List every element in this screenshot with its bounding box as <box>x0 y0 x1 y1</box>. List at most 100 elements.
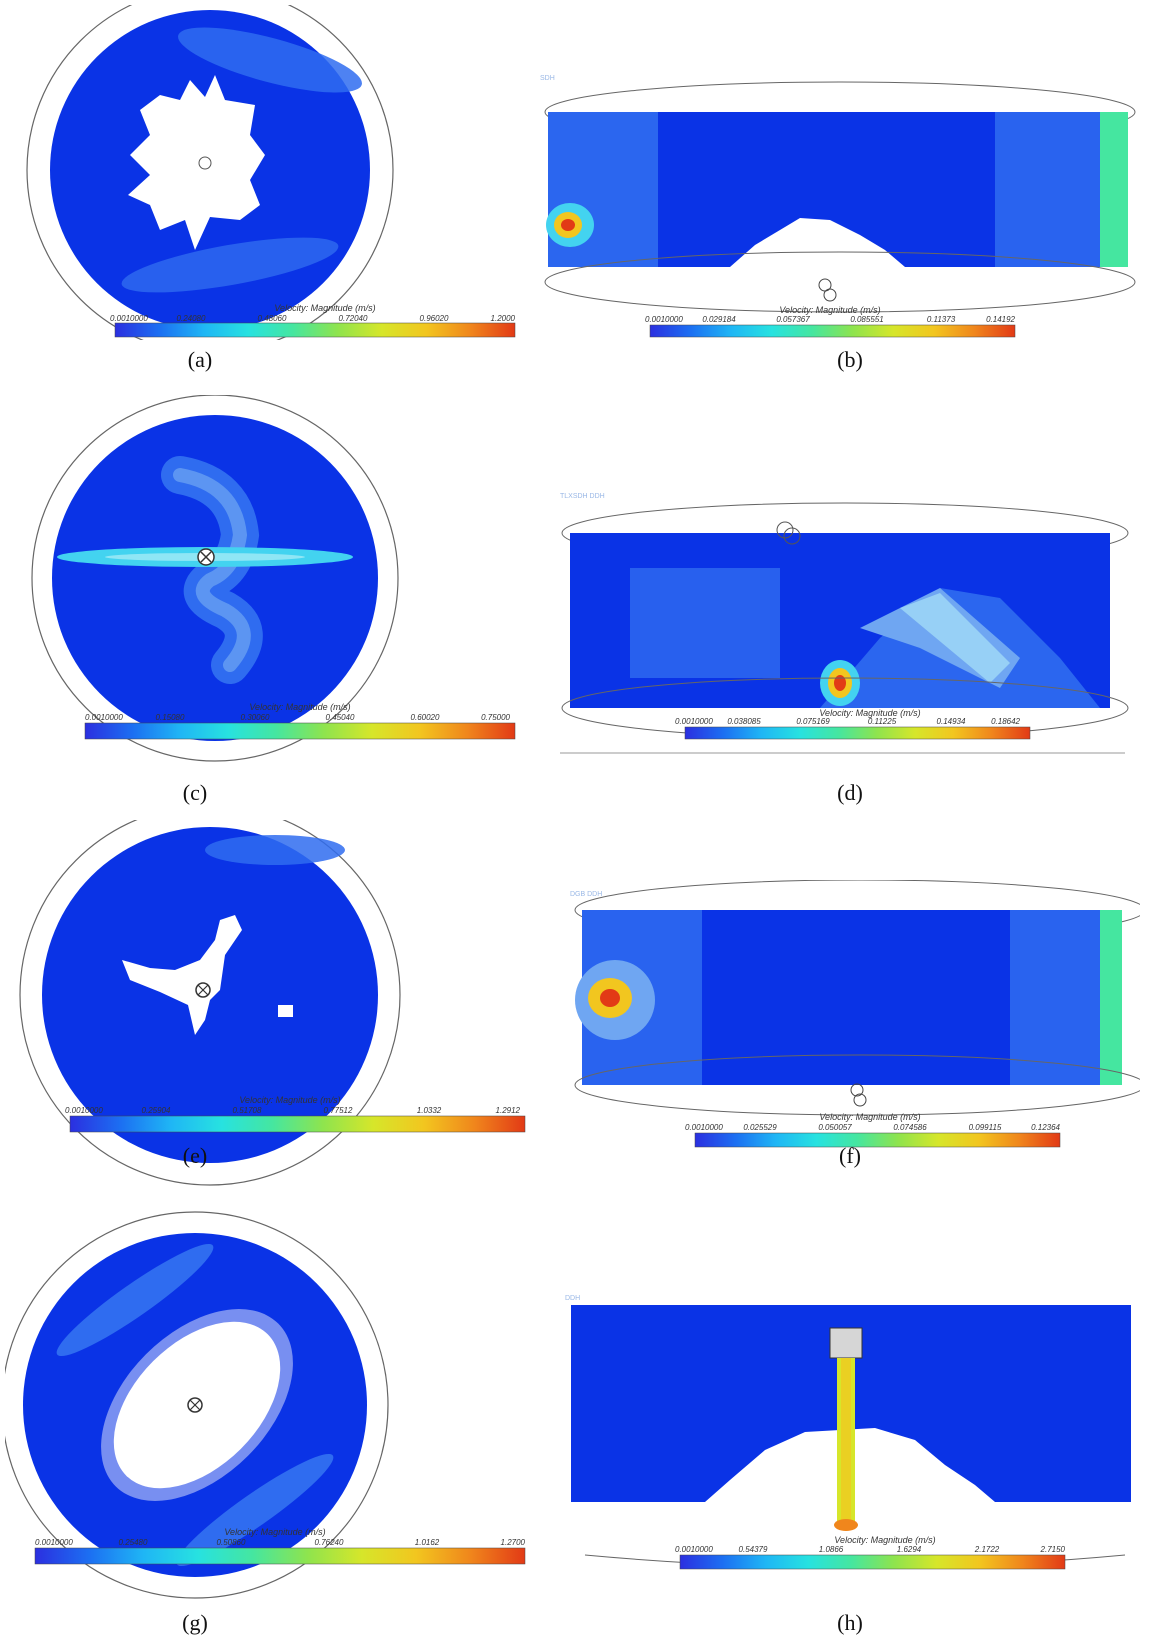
colorbar <box>649 324 1016 338</box>
velocity-peak <box>834 675 846 691</box>
view-tag: DGB DDH <box>570 891 602 898</box>
tick-label: 0.72040 <box>339 314 368 323</box>
scale-ticks: 0.0010000 0.15080 0.30060 0.45040 0.6002… <box>85 713 511 722</box>
scale-ticks: 0.0010000 0.25480 0.50860 0.76240 1.0162… <box>35 1538 526 1547</box>
tick-label: 1.2000 <box>491 314 516 323</box>
colorbar <box>694 1132 1061 1148</box>
impeller-marker <box>189 1399 201 1411</box>
tick-label: 0.24080 <box>177 314 206 323</box>
tick-label: 0.14934 <box>937 717 966 726</box>
tank-outer-ring <box>31 395 399 762</box>
tick-label: 0.0010000 <box>85 713 123 722</box>
tick-label: 0.0010000 <box>110 314 148 323</box>
colorbar <box>84 722 516 740</box>
scale-ticks: 0.0010000 0.24080 0.48060 0.72040 0.9602… <box>110 314 516 323</box>
velocity-band <box>56 1243 214 1357</box>
tick-label: 0.075169 <box>796 717 830 726</box>
impeller-marker <box>823 288 837 302</box>
tick-label: 0.11225 <box>868 717 897 726</box>
tick-label: 0.11373 <box>927 315 956 324</box>
tick-label: 0.085551 <box>850 315 883 324</box>
panel-h: DDH Velocity: Magnitude (m/s) 0.0010000 … <box>565 1280 1145 1605</box>
tick-label: 2.7150 <box>1040 1545 1066 1554</box>
tick-label: 0.14192 <box>986 315 1015 324</box>
view-tag: SDH <box>540 75 555 82</box>
tank-bottom-rim <box>544 251 1136 313</box>
tick-label: 0.30060 <box>241 713 270 722</box>
scale-title: Velocity: Magnitude (m/s) <box>819 1112 920 1122</box>
tick-label: 0.54379 <box>739 1545 768 1554</box>
low-velocity-region <box>730 218 905 267</box>
scale-title: Velocity: Magnitude (m/s) <box>239 1095 340 1105</box>
low-velocity-region <box>122 915 242 1035</box>
tick-label: 0.0010000 <box>675 1545 713 1554</box>
color-scale: Velocity: Magnitude (m/s) 0.0010000 0.25… <box>34 1527 526 1565</box>
tick-label: 0.074586 <box>893 1123 927 1132</box>
panel-d-figure: TLXSDH DDH Velocity: Magnitude (m/s) 0.0… <box>560 493 1129 754</box>
tick-label: 0.0010000 <box>35 1538 73 1547</box>
tick-label: 0.099115 <box>969 1123 1002 1132</box>
tick-label: 1.6294 <box>897 1545 922 1554</box>
colorbar <box>114 322 516 338</box>
color-scale: Velocity: Magnitude (m/s) 0.0010000 0.03… <box>675 708 1031 740</box>
tick-label: 0.76240 <box>315 1538 344 1547</box>
jet-stream <box>841 1358 851 1523</box>
tick-label: 0.057367 <box>776 315 810 324</box>
tick-label: 1.2912 <box>496 1106 521 1115</box>
impeller-housing <box>829 1327 863 1359</box>
tick-label: 0.51708 <box>233 1106 262 1115</box>
low-velocity-region <box>128 75 265 250</box>
scale-title: Velocity: Magnitude (m/s) <box>779 305 880 315</box>
tick-label: 2.1722 <box>974 1545 1000 1554</box>
scale-title: Velocity: Magnitude (m/s) <box>834 1535 935 1545</box>
velocity-zone <box>630 568 780 678</box>
panel-f-figure: DGB DDH Velocity: Magnitude (m/s) 0.0010… <box>570 880 1140 1148</box>
panel-b-figure: SDH Velocity: Magnitude (m/s) 0.0010000 … <box>540 75 1136 338</box>
panel-e: Velocity: Magnitude (m/s) 0.0010000 0.25… <box>10 820 555 1200</box>
velocity-band <box>205 835 345 865</box>
scale-ticks: 0.0010000 0.038085 0.075169 0.11225 0.14… <box>675 717 1021 726</box>
scale-title: Velocity: Magnitude (m/s) <box>819 708 920 718</box>
tick-label: 0.77512 <box>324 1106 353 1115</box>
tank-outer-ring <box>19 820 401 1186</box>
scale-ticks: 0.0010000 0.025529 0.050057 0.074586 0.0… <box>685 1123 1061 1132</box>
tick-label: 1.0332 <box>417 1106 442 1115</box>
velocity-zone <box>1100 112 1128 267</box>
tick-label: 0.029184 <box>702 315 736 324</box>
panel-d: TLXSDH DDH Velocity: Magnitude (m/s) 0.0… <box>560 488 1140 778</box>
tick-label: 0.50860 <box>217 1538 246 1547</box>
caption-c: (c) <box>182 780 208 805</box>
tick-label: 0.025529 <box>743 1123 777 1132</box>
scale-title: Velocity: Magnitude (m/s) <box>224 1527 325 1537</box>
impeller-marker <box>853 1093 867 1107</box>
scale-ticks: 0.0010000 0.25904 0.51708 0.77512 1.0332… <box>65 1106 521 1115</box>
panel-g-figure: Velocity: Magnitude (m/s) 0.0010000 0.25… <box>5 1211 526 1599</box>
panel-c-figure: Velocity: Magnitude (m/s) 0.0010000 0.15… <box>31 395 516 762</box>
tick-label: 0.0010000 <box>685 1123 723 1132</box>
scale-ticks: 0.0010000 0.54379 1.0866 1.6294 2.1722 2… <box>675 1545 1066 1554</box>
panel-e-figure: Velocity: Magnitude (m/s) 0.0010000 0.25… <box>19 820 526 1186</box>
colorbar <box>684 726 1031 740</box>
color-scale: Velocity: Magnitude (m/s) 0.0010000 0.24… <box>110 303 516 338</box>
velocity-zone <box>1100 910 1122 1085</box>
velocity-band <box>178 27 362 93</box>
impeller-marker <box>198 156 212 170</box>
low-velocity-region <box>278 1005 293 1017</box>
caption-g: (g) <box>182 1610 208 1635</box>
scale-title: Velocity: Magnitude (m/s) <box>249 702 350 712</box>
color-scale: Velocity: Magnitude (m/s) 0.0010000 0.02… <box>645 305 1016 338</box>
velocity-band <box>176 1453 334 1567</box>
impeller-marker <box>200 551 212 563</box>
tick-label: 0.60020 <box>411 713 440 722</box>
colorbar <box>69 1115 526 1133</box>
view-tag: DDH <box>565 1295 580 1302</box>
view-tag: TLXSDH DDH <box>560 493 605 500</box>
panel-b: SDH Velocity: Magnitude (m/s) 0.0010000 … <box>540 60 1145 345</box>
tick-label: 0.75000 <box>481 713 510 722</box>
impeller-marker <box>197 984 209 996</box>
tank-outer-ring <box>26 5 394 340</box>
impeller-marker <box>776 521 794 539</box>
velocity-peak <box>600 989 620 1007</box>
color-scale: Velocity: Magnitude (m/s) 0.0010000 0.25… <box>65 1095 526 1133</box>
panel-a: Velocity: Magnitude (m/s) 0.0010000 0.24… <box>10 5 550 340</box>
